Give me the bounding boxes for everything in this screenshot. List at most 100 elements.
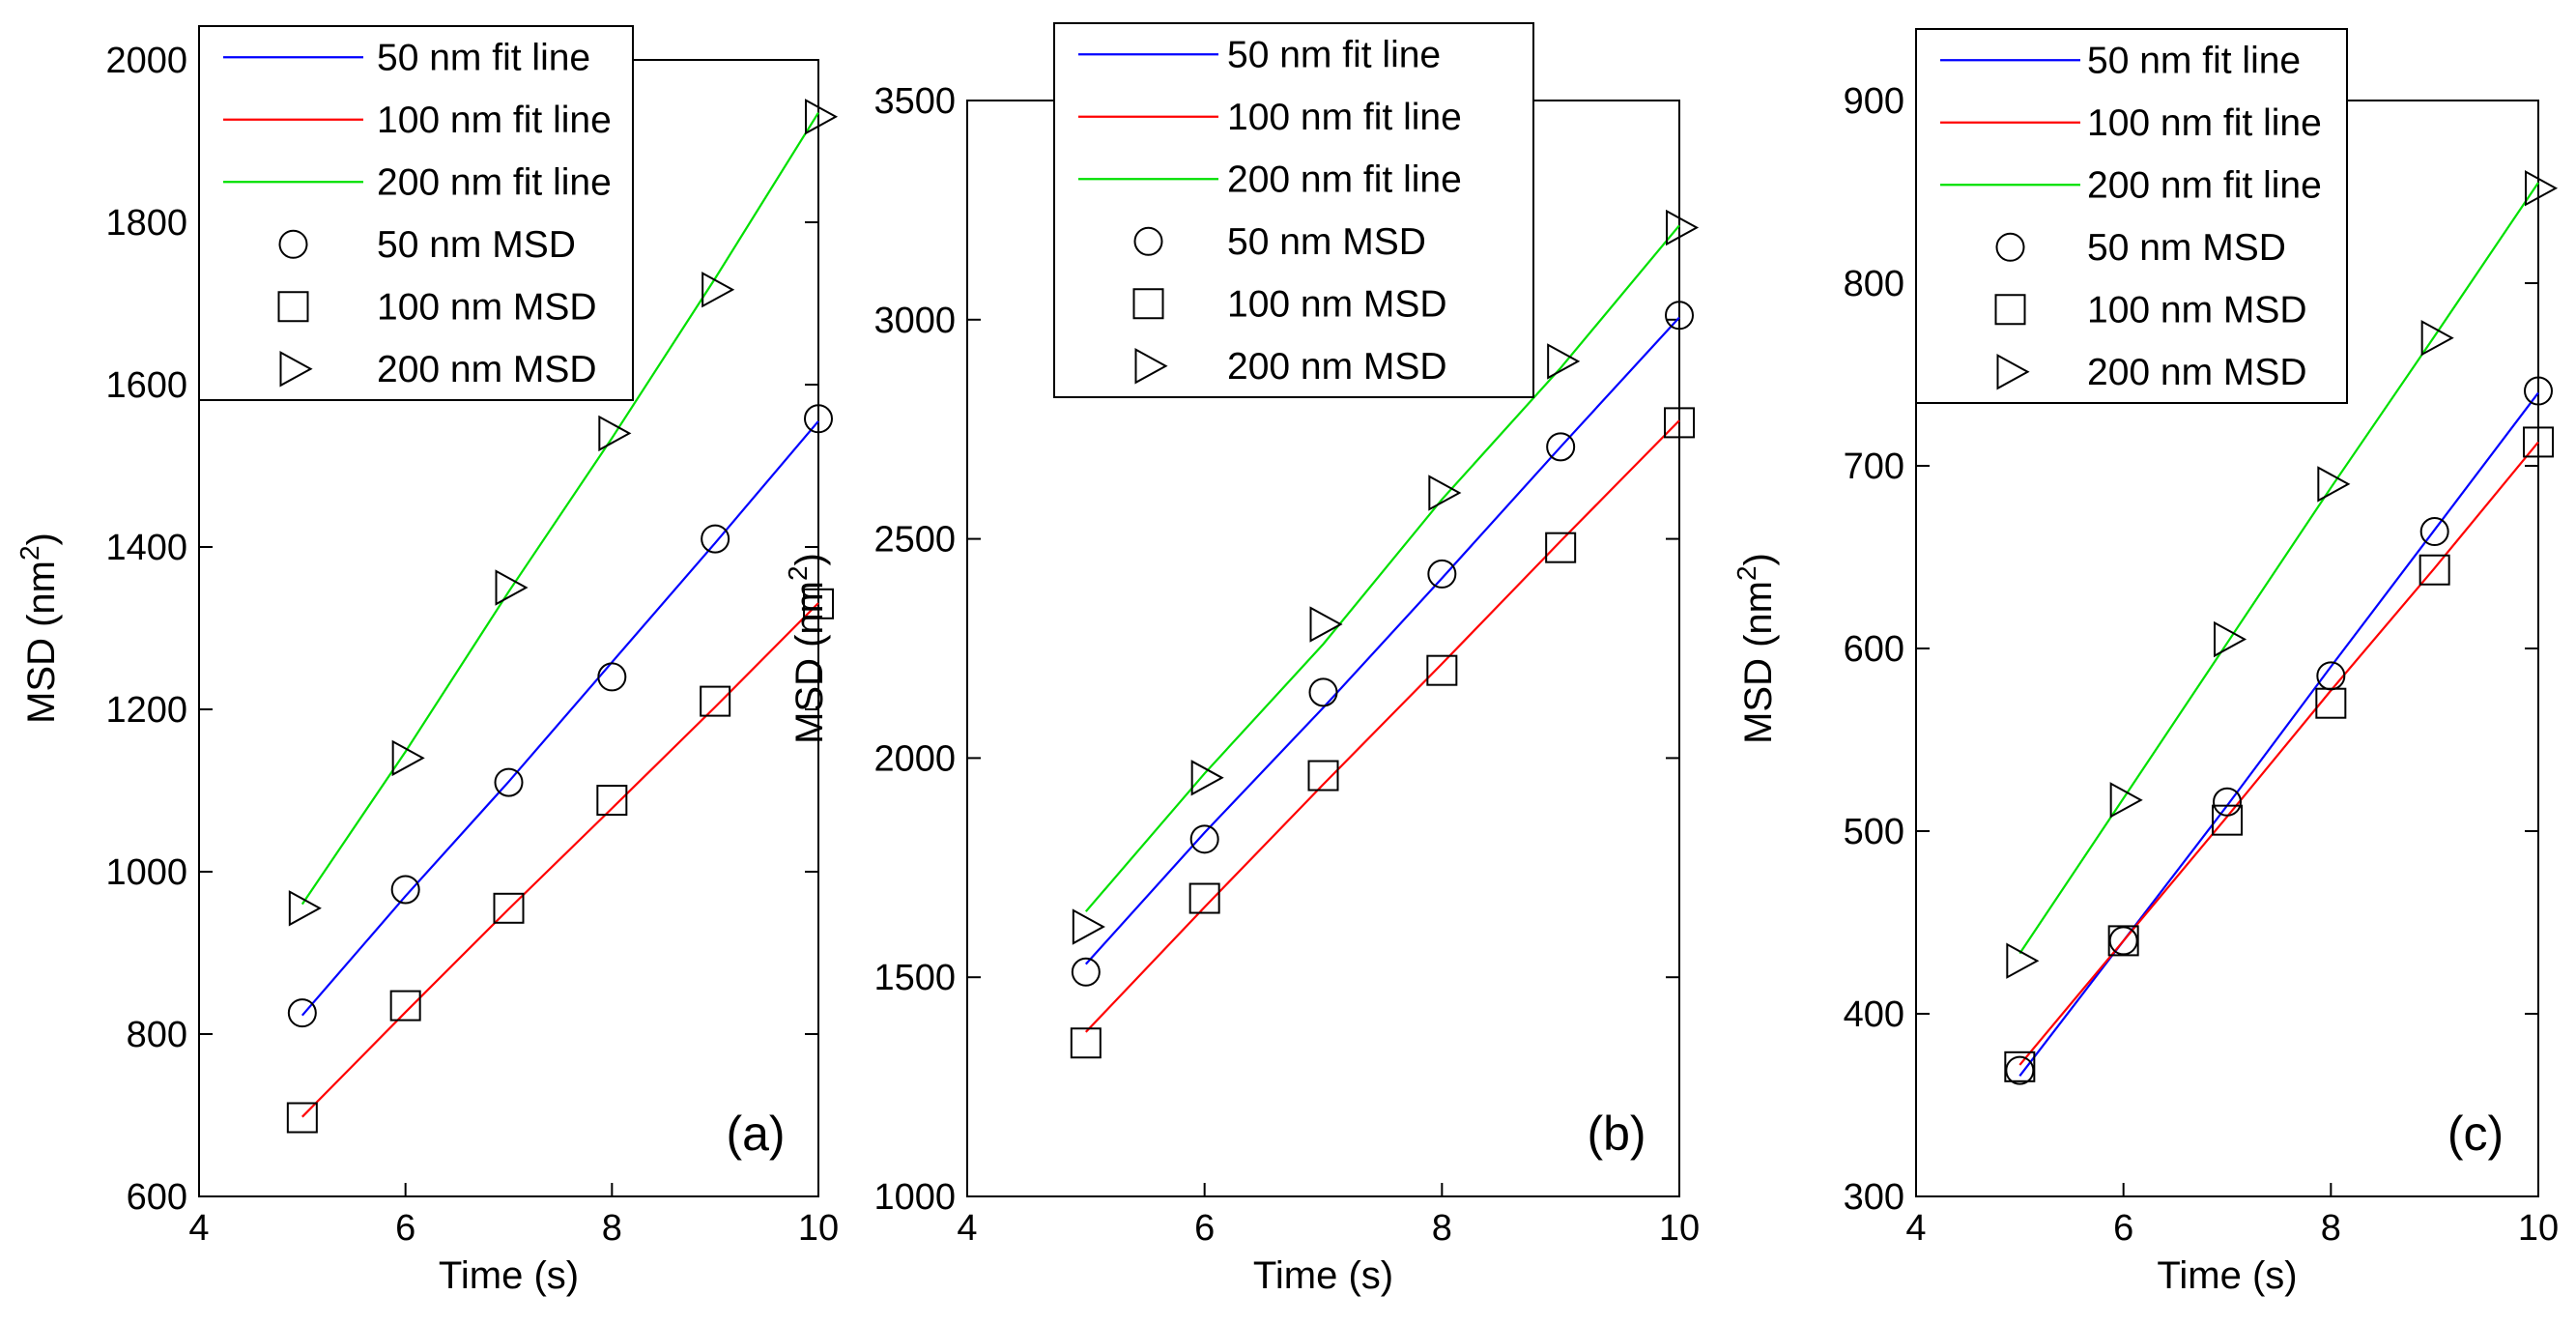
data-point-square bbox=[2212, 804, 2243, 836]
panel-label: (b) bbox=[1587, 1107, 1646, 1161]
data-point-square bbox=[2419, 554, 2450, 586]
x-axis-title: Time (s) bbox=[1253, 1254, 1393, 1297]
data-point-triangle-right bbox=[598, 415, 632, 452]
data-point-circle bbox=[1308, 677, 1338, 707]
chart-panel-3: 4 6 8 10 300 400 500 600 700 800 900 Time (s) MSD (n… bbox=[1732, 28, 2559, 1297]
data-point-triangle-right bbox=[2214, 620, 2247, 658]
legend-label: 50 nm fit line bbox=[2087, 40, 2301, 81]
data-point-square bbox=[1664, 407, 1695, 439]
x-tick-label: 4 bbox=[1905, 1208, 1926, 1249]
series-line-100-nm-fit-line bbox=[301, 602, 819, 1118]
data-point-circle bbox=[1071, 957, 1101, 987]
data-point-triangle-right bbox=[1190, 760, 1224, 796]
y-tick-label: 800 bbox=[127, 1015, 187, 1055]
data-point-triangle-right bbox=[2109, 782, 2143, 819]
data-point-square bbox=[1545, 532, 1577, 563]
chart-panel-1: 4 6 8 10 600 800 1000 1200 1400 1600 1800 2000 Time … bbox=[14, 25, 839, 1297]
y-tick-label: 1800 bbox=[105, 203, 187, 244]
x-tick-label: 8 bbox=[602, 1208, 622, 1249]
data-point-triangle-right bbox=[2525, 170, 2559, 207]
y-tick-label: 900 bbox=[1844, 81, 1904, 122]
data-point-square bbox=[1070, 1027, 1102, 1059]
data-point-circle bbox=[390, 875, 420, 905]
legend-label: 200 nm MSD bbox=[377, 349, 597, 390]
legend-label: 100 nm MSD bbox=[1227, 283, 1447, 325]
legend-swatch-triangle-right bbox=[1996, 354, 2030, 390]
legend-swatch-square bbox=[277, 291, 309, 323]
legend-label: 200 nm fit line bbox=[1227, 158, 1462, 200]
data-point-triangle-right bbox=[2317, 466, 2351, 503]
legend-box bbox=[1053, 22, 1534, 398]
legend: 50 nm fit line 100 nm fit line 200 nm fit … bbox=[198, 25, 634, 401]
data-point-triangle-right bbox=[495, 569, 529, 606]
y-tick-label: 1500 bbox=[873, 958, 956, 998]
data-point-triangle-right bbox=[288, 890, 322, 927]
data-point-square bbox=[2004, 1051, 2036, 1082]
y-tick-label: 600 bbox=[127, 1177, 187, 1218]
data-point-triangle-right bbox=[1309, 606, 1343, 643]
legend-label: 200 nm fit line bbox=[377, 161, 612, 203]
data-point-triangle-right bbox=[1428, 475, 1462, 511]
legend-swatch-triangle-right bbox=[279, 351, 313, 388]
series-line-100-nm-fit-line bbox=[2018, 441, 2539, 1066]
data-point-square bbox=[2315, 687, 2347, 719]
data-point-circle bbox=[2419, 517, 2449, 547]
data-point-square bbox=[700, 685, 731, 717]
x-tick-label: 6 bbox=[2113, 1208, 2133, 1249]
y-tick-label: 1600 bbox=[105, 365, 187, 406]
data-point-circle bbox=[2524, 376, 2553, 406]
y-tick-label: 500 bbox=[1844, 812, 1904, 852]
series-line-100-nm-fit-line bbox=[1085, 419, 1680, 1033]
legend-label: 50 nm MSD bbox=[1227, 221, 1426, 263]
data-point-circle bbox=[2213, 787, 2242, 817]
y-axis-title: MSD (nm2) bbox=[783, 553, 831, 744]
data-point-triangle-right bbox=[701, 272, 735, 308]
series-line-200-nm-fit-line bbox=[2018, 182, 2539, 955]
series-line-50-nm-fit-line bbox=[1084, 316, 1680, 965]
series-line-200-nm-fit-line bbox=[301, 112, 819, 906]
data-point-square bbox=[493, 892, 525, 924]
legend-label: 50 nm fit line bbox=[377, 37, 590, 78]
data-point-circle bbox=[701, 524, 730, 554]
panel-label: (a) bbox=[726, 1107, 785, 1161]
legend-label: 100 nm fit line bbox=[2087, 102, 2322, 144]
series-line-200-nm-fit-line bbox=[1084, 224, 1680, 912]
data-point-circle bbox=[494, 767, 524, 797]
y-tick-label: 2000 bbox=[873, 738, 956, 779]
data-point-triangle-right bbox=[391, 739, 425, 777]
legend-box bbox=[1915, 28, 2348, 404]
legend-label: 200 nm MSD bbox=[1227, 346, 1447, 388]
data-point-triangle-right bbox=[1547, 343, 1581, 380]
y-tick-label: 2500 bbox=[873, 520, 956, 561]
legend-swatch-square bbox=[1132, 288, 1164, 320]
y-tick-label: 2000 bbox=[105, 41, 187, 81]
data-point-square bbox=[1426, 654, 1458, 686]
y-axis-title: MSD (nm2) bbox=[14, 532, 63, 724]
y-tick-label: 3500 bbox=[873, 81, 956, 122]
data-point-square bbox=[803, 588, 834, 619]
x-tick-label: 10 bbox=[1659, 1208, 1700, 1249]
legend-label: 200 nm MSD bbox=[2087, 352, 2307, 393]
legend-label: 50 nm MSD bbox=[2087, 227, 2286, 269]
y-tick-label: 1000 bbox=[873, 1177, 956, 1218]
legend-label: 100 nm fit line bbox=[377, 100, 612, 141]
data-point-square bbox=[596, 785, 628, 817]
y-tick-label: 1400 bbox=[105, 528, 187, 568]
x-axis-title: Time (s) bbox=[2157, 1254, 2297, 1297]
data-point-circle bbox=[1427, 559, 1457, 589]
data-point-square bbox=[286, 1102, 318, 1134]
x-tick-label: 8 bbox=[1432, 1208, 1452, 1249]
x-tick-label: 6 bbox=[1194, 1208, 1215, 1249]
legend-label: 50 nm MSD bbox=[377, 224, 576, 266]
legend-label: 100 nm fit line bbox=[1227, 97, 1462, 138]
x-tick-label: 10 bbox=[798, 1208, 839, 1249]
legend: 50 nm fit line 100 nm fit line 200 nm fit … bbox=[1053, 22, 1534, 398]
data-point-circle bbox=[597, 662, 627, 692]
data-point-square bbox=[2523, 426, 2554, 458]
y-tick-label: 300 bbox=[1844, 1177, 1904, 1218]
x-tick-label: 10 bbox=[2518, 1208, 2559, 1249]
legend-swatch-circle bbox=[1995, 232, 2025, 262]
data-point-triangle-right bbox=[2420, 320, 2454, 357]
data-point-circle bbox=[1546, 432, 1576, 462]
